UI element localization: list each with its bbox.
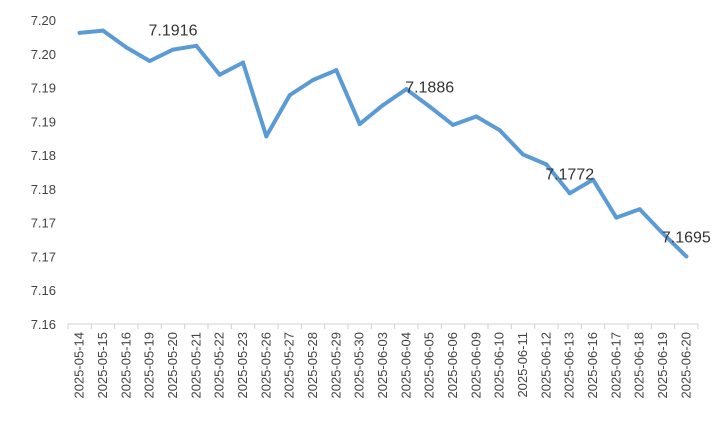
x-tick-label: 2025-05-28 <box>305 332 320 399</box>
x-tick-label: 2025-05-23 <box>235 332 250 399</box>
y-tick-label: 7.20 <box>31 47 56 62</box>
x-tick-label: 2025-06-09 <box>468 332 483 399</box>
y-tick-label: 7.19 <box>31 81 56 96</box>
x-tick-label: 2025-06-11 <box>515 332 530 398</box>
data-point <box>684 254 689 259</box>
data-point <box>661 231 665 236</box>
x-tick-label: 2025-06-04 <box>398 332 413 399</box>
data-point <box>474 114 479 119</box>
data-point <box>637 207 642 212</box>
data-point <box>357 122 362 127</box>
x-tick-label: 2025-06-03 <box>375 332 390 399</box>
data-point <box>101 28 105 33</box>
x-tick-label: 2025-05-29 <box>328 332 343 399</box>
x-tick-label: 2025-06-05 <box>422 332 437 399</box>
data-point <box>497 128 502 133</box>
data-point <box>451 122 455 127</box>
x-tick-label: 2025-06-12 <box>538 332 553 399</box>
data-point <box>194 43 199 48</box>
y-tick-label: 7.20 <box>31 13 56 28</box>
x-tick-label: 2025-05-26 <box>258 332 273 399</box>
x-tick-label: 2025-05-14 <box>72 332 87 399</box>
y-axis-ticks: 7.20 7.20 7.19 7.19 7.18 7.18 7.17 7.17 7.16 7.16 <box>31 13 56 332</box>
x-axis-ticks: 2025-05-14 2025-05-15 2025-05-16 2025-05-19… <box>67 324 699 399</box>
x-tick-label: 2025-06-19 <box>655 332 670 399</box>
x-tick-label: 2025-05-16 <box>118 332 133 399</box>
y-tick-label: 7.19 <box>31 114 56 129</box>
data-point <box>147 59 152 64</box>
x-tick-label: 2025-05-30 <box>352 332 367 399</box>
x-tick-label: 2025-06-18 <box>632 332 647 399</box>
data-point <box>124 45 129 50</box>
y-tick-label: 7.16 <box>31 283 56 298</box>
data-point <box>287 93 292 98</box>
x-tick-label: 2025-05-20 <box>165 332 180 399</box>
x-tick-label: 2025-06-10 <box>492 332 507 399</box>
data-label: 7.1916 <box>149 23 198 40</box>
y-tick-label: 7.17 <box>31 216 56 231</box>
data-point <box>311 78 315 83</box>
x-tick-label: 2025-05-19 <box>142 332 157 399</box>
data-label: 7.1772 <box>545 166 594 183</box>
data-point <box>241 60 245 65</box>
data-point <box>381 103 385 108</box>
data-point <box>171 47 175 52</box>
x-tick-label: 2025-06-06 <box>445 332 460 399</box>
data-label: 7.1886 <box>405 80 454 97</box>
x-tick-label: 2025-05-15 <box>95 332 110 399</box>
data-point <box>521 152 525 157</box>
y-tick-label: 7.18 <box>31 148 56 163</box>
data-point <box>264 134 269 139</box>
y-tick-label: 7.18 <box>31 182 56 197</box>
data-point <box>614 215 619 220</box>
data-point <box>217 72 222 77</box>
data-labels: 7.1916 7.1886 7.1772 7.1695 <box>149 23 711 247</box>
series-layer <box>77 28 689 259</box>
x-tick-label: 2025-06-17 <box>608 332 623 399</box>
data-label: 7.1695 <box>662 229 711 246</box>
x-tick-label: 2025-06-20 <box>678 332 693 399</box>
data-point <box>77 30 82 35</box>
data-point <box>334 68 339 73</box>
series-line <box>77 28 689 259</box>
y-tick-label: 7.16 <box>31 317 56 332</box>
data-point <box>544 162 549 167</box>
x-tick-label: 2025-06-16 <box>585 332 600 399</box>
x-tick-label: 2025-05-27 <box>282 332 297 399</box>
x-tick-label: 2025-05-22 <box>212 332 227 399</box>
x-tick-label: 2025-05-21 <box>188 332 203 399</box>
data-point <box>427 104 432 109</box>
y-tick-label: 7.17 <box>31 249 56 264</box>
data-point <box>404 87 409 92</box>
x-tick-label: 2025-06-13 <box>562 332 577 399</box>
data-point <box>591 177 595 182</box>
data-point <box>567 191 572 196</box>
